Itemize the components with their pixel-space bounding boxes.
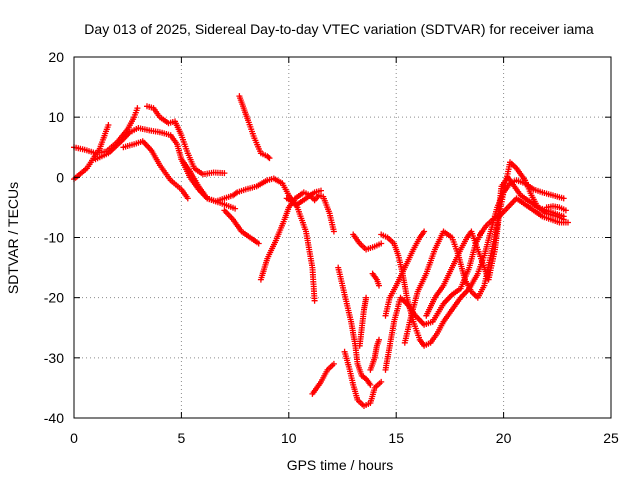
data-point-marker — [363, 294, 370, 301]
data-point-marker — [330, 228, 337, 235]
data-point-marker — [378, 240, 385, 247]
data-point-marker — [255, 240, 262, 247]
series-arc-16 — [367, 336, 382, 373]
y-tick-label: -10 — [44, 230, 64, 246]
y-tick-label: 0 — [56, 169, 64, 185]
data-point-marker — [265, 154, 272, 161]
series-layer — [71, 93, 571, 409]
series-arc-10 — [283, 187, 324, 208]
y-tick-label: -20 — [44, 290, 64, 306]
x-axis-label: GPS time / hours — [287, 457, 394, 473]
data-point-marker — [367, 381, 374, 388]
data-point-marker — [565, 219, 571, 226]
x-tick-label: 10 — [281, 430, 297, 446]
data-point-marker — [318, 187, 324, 194]
series-arc-24 — [543, 203, 569, 214]
series-arc-5 — [144, 103, 228, 178]
axes-layer: 0 5 10 15 20 25 -40 -30 -20 -10 0 10 20 — [44, 49, 619, 446]
plot-frame — [73, 56, 612, 419]
data-point-marker — [221, 170, 228, 177]
series-arc-23 — [477, 195, 571, 238]
x-tick-label: 5 — [178, 430, 186, 446]
chart-title: Day 013 of 2025, Sidereal Day-to-day VTE… — [84, 21, 594, 37]
data-point-marker — [311, 297, 318, 304]
y-tick-label: -30 — [44, 350, 64, 366]
data-point-marker — [562, 207, 569, 214]
grid-layer — [74, 57, 611, 418]
series-arc-17 — [369, 270, 382, 289]
x-tick-label: 20 — [496, 430, 512, 446]
series-arc-4 — [120, 138, 191, 202]
series-arc-12 — [335, 264, 374, 388]
data-point-marker — [330, 360, 337, 367]
data-point-marker — [134, 105, 141, 112]
data-point-marker — [266, 155, 273, 162]
y-tick-label: -40 — [44, 410, 64, 426]
series-arc-14 — [350, 231, 385, 253]
series-arc-7 — [221, 207, 262, 247]
series-arc-13 — [341, 348, 385, 409]
series-arc-11 — [309, 360, 337, 397]
data-point-marker — [376, 336, 382, 343]
data-point-marker — [560, 195, 567, 202]
x-tick-label: 25 — [603, 430, 619, 446]
series-arc-8 — [236, 93, 273, 162]
x-tick-label: 0 — [70, 430, 78, 446]
data-point-marker — [105, 122, 112, 128]
y-axis-label: SDTVAR / TECUs — [5, 182, 21, 294]
y-tick-label: 20 — [48, 49, 64, 65]
data-point-marker — [184, 195, 191, 202]
data-point-marker — [378, 378, 385, 385]
x-tick-label: 15 — [388, 430, 404, 446]
series-arc-20 — [382, 228, 486, 373]
data-point-marker — [376, 282, 382, 289]
data-point-marker — [232, 205, 239, 212]
data-point-marker — [421, 228, 428, 235]
series-arc-21 — [401, 174, 567, 346]
series-arc-6 — [178, 156, 318, 304]
y-tick-label: 10 — [48, 109, 64, 125]
series-arc-15 — [356, 294, 370, 349]
